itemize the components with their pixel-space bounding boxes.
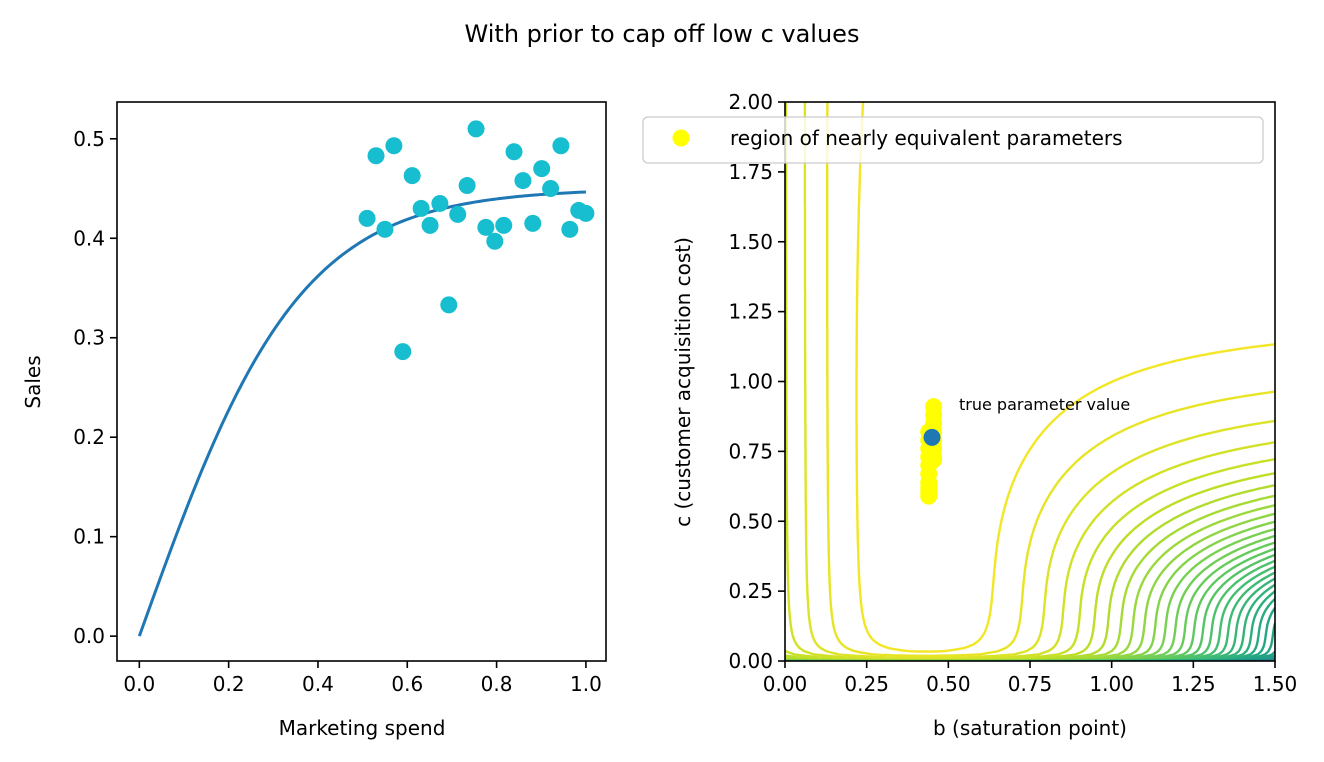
left-x-tick-label: 0.8 <box>481 672 513 696</box>
right-chart: 0.00 0.25 0.50 0.75 1.00 1.25 1.50 0.00 0.25 0.5… <box>642 90 1298 740</box>
right-y-tick-label: 1.00 <box>728 370 773 394</box>
left-x-axis-label: Marketing spend <box>279 716 446 740</box>
left-plot-area <box>137 120 595 637</box>
right-y-tick-label: 0.75 <box>728 439 773 463</box>
legend-label: region of nearly equivalent parameters <box>730 126 1123 150</box>
legend-box <box>642 116 1264 164</box>
right-x-tick-label: 0.25 <box>844 672 889 696</box>
right-y-tick-label: 1.75 <box>728 160 773 184</box>
left-x-tick-label: 0.4 <box>302 672 334 696</box>
right-y-tick-label: 1.50 <box>728 230 773 254</box>
right-y-axis: 0.00 0.25 0.50 0.75 1.00 1.25 1.50 1.75 2.00 <box>728 90 785 673</box>
scatter-point <box>505 143 523 161</box>
right-y-tick-label: 2.00 <box>728 90 773 114</box>
right-y-tick-label: 0.50 <box>728 509 773 533</box>
left-chart: 0.0 0.2 0.4 0.6 0.8 1.0 0.0 0.1 0.2 0.3 0.4 0.5 Ma… <box>21 101 607 740</box>
scatter-point <box>542 180 560 198</box>
scatter-point <box>495 216 513 234</box>
scatter-point <box>449 205 467 223</box>
right-y-axis-label: c (customer acquisition cost) <box>671 237 695 527</box>
contour-line <box>785 102 1275 659</box>
left-y-tick-label: 0.0 <box>73 624 105 648</box>
scatter-point <box>467 120 485 138</box>
model-curve-line <box>137 190 586 637</box>
scatter-point <box>458 177 476 195</box>
left-x-tick-label: 0.2 <box>213 672 245 696</box>
scatter-point <box>376 220 394 238</box>
scatter-point <box>394 343 412 361</box>
scatter-point <box>486 232 504 250</box>
right-x-tick-label: 0.50 <box>926 672 971 696</box>
right-x-axis: 0.00 0.25 0.50 0.75 1.00 1.25 1.50 <box>763 661 1298 696</box>
right-x-tick-label: 0.75 <box>1008 672 1053 696</box>
contour-line <box>803 102 1275 659</box>
right-y-tick-label: 0.25 <box>728 579 773 603</box>
true-parameter-annotation: true parameter value <box>959 395 1130 414</box>
scatter-point <box>533 160 551 178</box>
scatter-point <box>477 218 495 236</box>
true-parameter-point <box>923 428 941 446</box>
left-axes-frame <box>116 101 607 662</box>
left-y-tick-label: 0.3 <box>73 326 105 350</box>
legend: region of nearly equivalent parameters <box>642 116 1264 164</box>
scatter-point <box>577 204 595 222</box>
left-x-tick-label: 0.0 <box>123 672 155 696</box>
scatter-point <box>552 137 570 155</box>
scatter-point <box>358 209 376 227</box>
right-x-tick-label: 1.00 <box>1089 672 1134 696</box>
scatter-point <box>440 296 458 314</box>
right-x-axis-label: b (saturation point) <box>933 716 1127 740</box>
right-y-tick-label: 0.00 <box>728 649 773 673</box>
scatter-point <box>421 216 439 234</box>
contour-line <box>826 102 1275 657</box>
left-x-axis: 0.0 0.2 0.4 0.6 0.8 1.0 <box>123 661 602 696</box>
right-x-tick-label: 1.50 <box>1253 672 1298 696</box>
scatter-point <box>561 220 579 238</box>
scatter-point <box>385 137 403 155</box>
scatter-point <box>514 172 532 190</box>
contour-line <box>855 102 1275 653</box>
region-point <box>920 487 938 505</box>
left-y-axis-label: Sales <box>21 355 45 408</box>
left-y-axis: 0.0 0.1 0.2 0.3 0.4 0.5 <box>73 127 117 648</box>
left-y-tick-label: 0.4 <box>73 226 105 250</box>
right-x-tick-label: 0.00 <box>763 672 808 696</box>
scatter-point <box>367 147 385 165</box>
left-y-tick-label: 0.2 <box>73 425 105 449</box>
left-x-tick-label: 0.6 <box>391 672 423 696</box>
scatter-point <box>403 167 421 185</box>
left-y-tick-label: 0.1 <box>73 525 105 549</box>
right-y-tick-label: 1.25 <box>728 300 773 324</box>
legend-marker-circle-icon <box>672 129 690 147</box>
left-x-tick-label: 1.0 <box>570 672 602 696</box>
scatter-point <box>524 214 542 232</box>
left-y-tick-label: 0.5 <box>73 127 105 151</box>
right-x-tick-label: 1.25 <box>1171 672 1216 696</box>
scatter-point <box>412 199 430 217</box>
scatter-point <box>431 194 449 212</box>
right-plot-marks <box>920 398 943 505</box>
figure-title: With prior to cap off low c values <box>465 20 860 48</box>
